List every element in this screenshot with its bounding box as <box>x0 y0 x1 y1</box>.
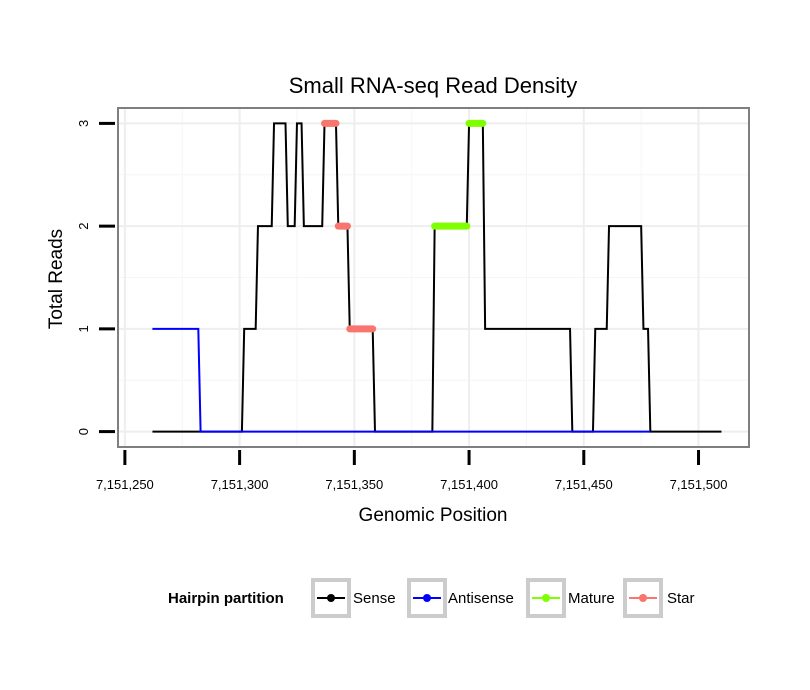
y-tick-label: 0 <box>76 428 91 435</box>
legend-label-sense: Sense <box>353 590 396 607</box>
x-axis-title: Genomic Position <box>359 505 508 526</box>
legend-title: Hairpin partition <box>168 590 284 607</box>
x-tick-label: 7,151,400 <box>440 477 498 492</box>
series-line-antisense <box>152 327 651 433</box>
legend-key-point-mature <box>542 594 550 602</box>
y-tick-label: 2 <box>76 223 91 230</box>
plot-border <box>117 107 750 448</box>
legend: Sense Antisense Mature Star <box>311 578 695 618</box>
legend-key-point-antisense <box>423 594 431 602</box>
x-tick-label: 7,151,500 <box>670 477 728 492</box>
legend-label-antisense: Antisense <box>448 590 514 607</box>
x-tick-label: 7,151,450 <box>555 477 613 492</box>
chart-title: Small RNA-seq Read Density <box>289 73 578 98</box>
x-tick-label: 7,151,350 <box>325 477 383 492</box>
legend-label-mature: Mature <box>568 590 615 607</box>
y-tick-label: 3 <box>76 120 91 127</box>
legend-key-point-star <box>639 594 647 602</box>
legend-key-point-sense <box>327 594 335 602</box>
plot-area: 7,151,250 7,151,300 7,151,350 7,151,400 7,15… <box>76 107 750 492</box>
x-tick-label: 7,151,250 <box>96 477 154 492</box>
legend-label-star: Star <box>667 590 695 607</box>
x-tick-label: 7,151,300 <box>211 477 269 492</box>
y-axis-title: Total Reads <box>46 229 67 329</box>
y-tick-label: 1 <box>76 325 91 332</box>
